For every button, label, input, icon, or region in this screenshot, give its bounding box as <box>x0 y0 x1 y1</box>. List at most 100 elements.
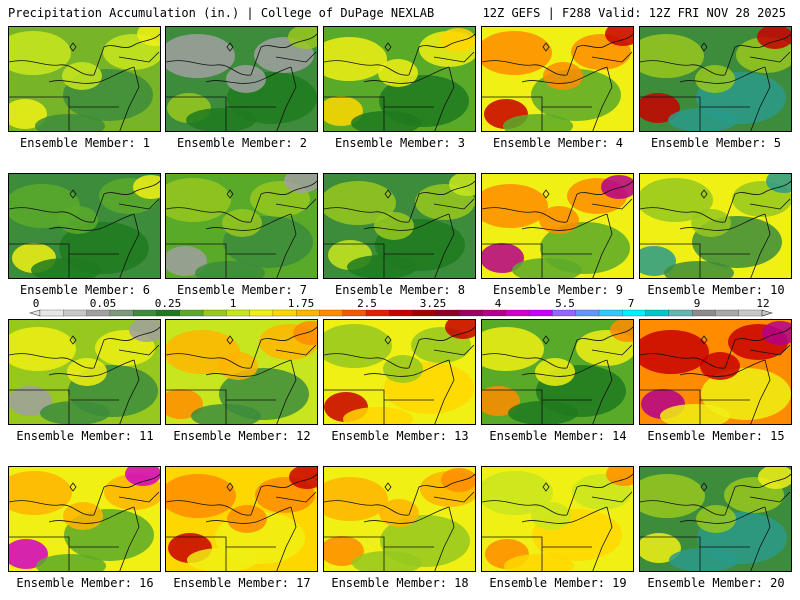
ensemble-member-label: Ensemble Member: 12 <box>173 429 311 443</box>
precip-map <box>482 174 633 278</box>
legend-tick-label: 1 <box>229 297 237 310</box>
ensemble-map-panel <box>323 173 476 279</box>
legend-tick-label: 0.25 <box>154 297 182 310</box>
precip-map <box>640 27 791 131</box>
legend-swatch <box>202 309 227 317</box>
legend-swatch <box>179 309 204 317</box>
precip-map <box>324 467 475 571</box>
legend-tick-label: 2.5 <box>357 297 377 310</box>
color-scale-legend <box>28 309 774 317</box>
legend-swatch <box>272 309 297 317</box>
legend-swatch <box>575 309 600 317</box>
ensemble-member-label: Ensemble Member: 5 <box>650 136 782 150</box>
precip-map <box>482 320 633 424</box>
legend-swatch <box>715 309 740 317</box>
ensemble-member-label: Ensemble Member: 3 <box>334 136 466 150</box>
legend-swatch <box>412 309 437 317</box>
legend-swatch <box>691 309 717 317</box>
ensemble-map-panel <box>323 319 476 425</box>
legend-tick-label: 0 <box>32 297 40 310</box>
legend-swatch <box>39 309 64 317</box>
legend-swatch <box>552 309 577 317</box>
ensemble-map-panel <box>481 26 634 132</box>
legend-swatch <box>482 309 507 317</box>
ensemble-member-label: Ensemble Member: 11 <box>16 429 154 443</box>
ensemble-map-panel <box>323 26 476 132</box>
ensemble-member-label: Ensemble Member: 18 <box>331 576 469 590</box>
legend-swatch <box>86 309 111 317</box>
precip-map <box>482 467 633 571</box>
ensemble-member-label: Ensemble Member: 9 <box>492 283 624 297</box>
ensemble-member-label: Ensemble Member: 8 <box>334 283 466 297</box>
page-title: Precipitation Accumulation (in.) | Colle… <box>8 6 435 20</box>
run-info: 12Z GEFS | F288 Valid: 12Z FRI NOV 28 20… <box>482 6 786 20</box>
legend-tick-label: 1.75 <box>287 297 315 310</box>
legend-swatch <box>598 309 623 317</box>
ensemble-member-label: Ensemble Member: 6 <box>19 283 151 297</box>
legend-swatch <box>389 309 414 317</box>
ensemble-member-label: Ensemble Member: 17 <box>173 576 311 590</box>
precip-map <box>640 174 791 278</box>
precip-map <box>166 320 317 424</box>
ensemble-member-label: Ensemble Member: 14 <box>489 429 627 443</box>
ensemble-map-panel <box>481 319 634 425</box>
precip-map <box>640 320 791 424</box>
precip-map <box>324 27 475 131</box>
legend-tick-label: 7 <box>627 297 635 310</box>
ensemble-member-label: Ensemble Member: 19 <box>489 576 627 590</box>
ensemble-map-panel <box>8 26 161 132</box>
legend-swatch <box>365 309 391 317</box>
ensemble-map-panel <box>639 466 792 572</box>
ensemble-map-panel <box>323 466 476 572</box>
legend-tick-label: 4 <box>494 297 502 310</box>
legend-swatch <box>249 309 274 317</box>
legend-tick-label: 5.5 <box>555 297 575 310</box>
precip-map <box>9 174 160 278</box>
legend-swatch <box>528 309 554 317</box>
ensemble-member-label: Ensemble Member: 20 <box>647 576 785 590</box>
legend-swatch <box>342 309 367 317</box>
ensemble-map-panel <box>481 466 634 572</box>
ensemble-map-panel <box>639 319 792 425</box>
legend-swatch <box>505 309 530 317</box>
precip-map <box>9 320 160 424</box>
precip-map <box>482 27 633 131</box>
ensemble-map-panel <box>165 173 318 279</box>
ensemble-member-label: Ensemble Member: 13 <box>331 429 469 443</box>
precip-map <box>166 467 317 571</box>
ensemble-map-panel <box>165 319 318 425</box>
legend-swatch <box>226 309 251 317</box>
legend-swatch <box>133 309 158 317</box>
legend-tick-label: 9 <box>693 297 701 310</box>
ensemble-member-label: Ensemble Member: 7 <box>176 283 308 297</box>
ensemble-member-label: Ensemble Member: 2 <box>176 136 308 150</box>
legend-swatch <box>156 309 181 317</box>
ensemble-map-panel <box>8 319 161 425</box>
legend-swatch <box>459 309 484 317</box>
legend-swatch <box>645 309 670 317</box>
legend-swatch <box>668 309 693 317</box>
ensemble-member-label: Ensemble Member: 15 <box>647 429 785 443</box>
ensemble-member-label: Ensemble Member: 4 <box>492 136 624 150</box>
ensemble-member-label: Ensemble Member: 16 <box>16 576 154 590</box>
legend-swatch <box>319 309 344 317</box>
ensemble-map-panel <box>481 173 634 279</box>
ensemble-map-panel <box>165 26 318 132</box>
ensemble-map-panel <box>8 173 161 279</box>
precip-map <box>9 467 160 571</box>
precip-map <box>166 27 317 131</box>
legend-swatch <box>622 309 647 317</box>
legend-swatch <box>435 309 460 317</box>
ensemble-map-panel <box>639 26 792 132</box>
ensemble-map-panel <box>639 173 792 279</box>
legend-swatch <box>63 309 88 317</box>
ensemble-member-label: Ensemble Member: 1 <box>19 136 151 150</box>
legend-tick-label: 12 <box>756 297 770 310</box>
precip-map <box>166 174 317 278</box>
legend-swatch <box>296 309 321 317</box>
precip-map <box>9 27 160 131</box>
legend-swatch <box>738 309 763 317</box>
legend-swatch <box>109 309 134 317</box>
precip-map <box>324 174 475 278</box>
ensemble-map-panel <box>165 466 318 572</box>
